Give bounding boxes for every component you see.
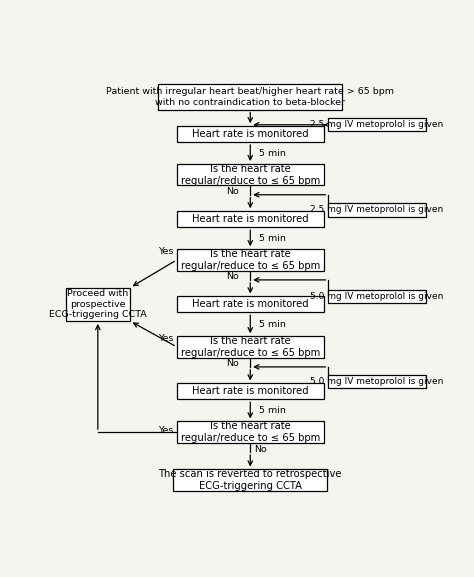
Text: 5 min: 5 min bbox=[259, 320, 286, 329]
Text: 5 min: 5 min bbox=[259, 234, 286, 243]
Text: Heart rate is monitored: Heart rate is monitored bbox=[192, 387, 309, 396]
Text: Heart rate is monitored: Heart rate is monitored bbox=[192, 129, 309, 139]
FancyBboxPatch shape bbox=[177, 421, 324, 443]
Text: 5 min: 5 min bbox=[259, 406, 286, 415]
Text: No: No bbox=[227, 188, 239, 196]
Text: 5.0 mg IV metoprolol is given: 5.0 mg IV metoprolol is given bbox=[310, 292, 444, 301]
FancyBboxPatch shape bbox=[177, 211, 324, 227]
Text: Is the heart rate
regular/reduce to ≤ 65 bpm: Is the heart rate regular/reduce to ≤ 65… bbox=[181, 249, 320, 271]
FancyBboxPatch shape bbox=[328, 290, 426, 303]
Text: 5 min: 5 min bbox=[259, 148, 286, 158]
Text: Proceed with
prospective
ECG-triggering CCTA: Proceed with prospective ECG-triggering … bbox=[49, 290, 146, 319]
FancyBboxPatch shape bbox=[66, 288, 130, 321]
Text: No: No bbox=[227, 272, 239, 282]
FancyBboxPatch shape bbox=[173, 470, 328, 491]
Text: 5.0 mg IV metoprolol is given: 5.0 mg IV metoprolol is given bbox=[310, 377, 444, 386]
Text: No: No bbox=[227, 359, 239, 369]
Text: Is the heart rate
regular/reduce to ≤ 65 bpm: Is the heart rate regular/reduce to ≤ 65… bbox=[181, 164, 320, 186]
Text: Is the heart rate
regular/reduce to ≤ 65 bpm: Is the heart rate regular/reduce to ≤ 65… bbox=[181, 421, 320, 443]
FancyBboxPatch shape bbox=[177, 164, 324, 185]
Text: Yes: Yes bbox=[158, 334, 173, 343]
FancyBboxPatch shape bbox=[328, 374, 426, 388]
FancyBboxPatch shape bbox=[328, 203, 426, 216]
Text: Yes: Yes bbox=[158, 247, 173, 256]
Text: 2.5 mg IV metoprolol is given: 2.5 mg IV metoprolol is given bbox=[310, 205, 444, 215]
Text: Patient with irregular heart beat/higher heart rate > 65 bpm
with no contraindic: Patient with irregular heart beat/higher… bbox=[106, 87, 394, 107]
FancyBboxPatch shape bbox=[328, 118, 426, 132]
Text: Heart rate is monitored: Heart rate is monitored bbox=[192, 299, 309, 309]
Text: Heart rate is monitored: Heart rate is monitored bbox=[192, 214, 309, 224]
FancyBboxPatch shape bbox=[177, 297, 324, 312]
Text: No: No bbox=[254, 445, 267, 454]
FancyBboxPatch shape bbox=[177, 249, 324, 271]
Text: Yes: Yes bbox=[158, 426, 173, 434]
FancyBboxPatch shape bbox=[177, 126, 324, 142]
Text: 2.5 mg IV metoprolol is given: 2.5 mg IV metoprolol is given bbox=[310, 120, 444, 129]
Text: Is the heart rate
regular/reduce to ≤ 65 bpm: Is the heart rate regular/reduce to ≤ 65… bbox=[181, 336, 320, 358]
Text: The scan is reverted to retrospective
ECG-triggering CCTA: The scan is reverted to retrospective EC… bbox=[158, 470, 342, 491]
FancyBboxPatch shape bbox=[158, 84, 342, 110]
FancyBboxPatch shape bbox=[177, 383, 324, 399]
FancyBboxPatch shape bbox=[177, 336, 324, 358]
